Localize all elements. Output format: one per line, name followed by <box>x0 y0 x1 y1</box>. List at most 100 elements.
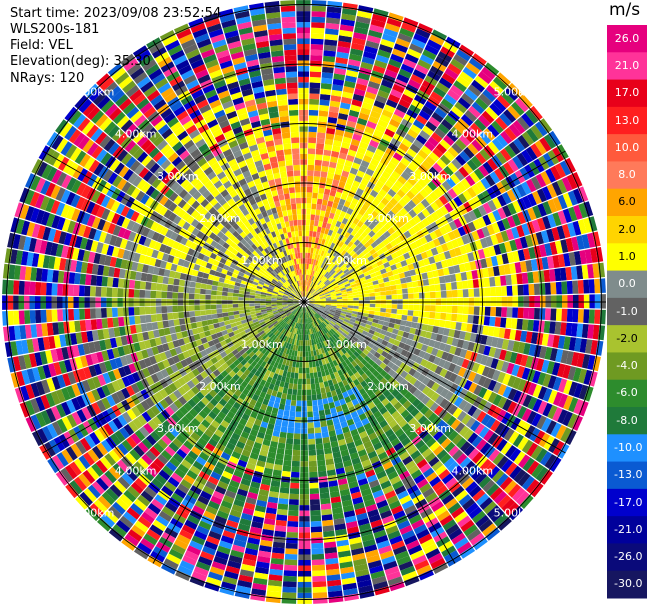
velocity-bin <box>341 354 348 361</box>
velocity-bin <box>361 101 373 111</box>
velocity-bin <box>310 526 323 533</box>
velocity-bin <box>474 118 487 132</box>
velocity-bin <box>353 264 360 271</box>
velocity-bin <box>355 21 370 30</box>
velocity-bin <box>416 134 427 145</box>
velocity-bin <box>327 116 338 124</box>
velocity-bin <box>287 427 295 434</box>
velocity-bin <box>566 174 578 190</box>
velocity-bin <box>539 308 546 320</box>
velocity-bin <box>325 252 330 259</box>
velocity-bin <box>477 114 491 128</box>
velocity-bin <box>360 178 369 186</box>
velocity-bin <box>460 322 468 332</box>
velocity-bin <box>441 493 455 505</box>
velocity-bin <box>309 87 320 94</box>
velocity-bin <box>396 384 405 393</box>
velocity-bin <box>314 259 319 266</box>
velocity-bin <box>447 188 458 199</box>
velocity-bin <box>486 505 501 519</box>
velocity-bin <box>298 549 311 555</box>
velocity-bin <box>512 155 524 170</box>
velocity-bin <box>401 423 411 433</box>
velocity-bin <box>482 89 496 103</box>
velocity-bin <box>547 390 558 404</box>
velocity-bin <box>357 117 368 126</box>
velocity-bin <box>320 275 326 281</box>
velocity-bin <box>335 289 341 293</box>
velocity-bin <box>390 333 398 340</box>
velocity-bin <box>414 153 425 164</box>
velocity-bin <box>210 295 217 300</box>
velocity-bin <box>328 313 334 318</box>
velocity-bin <box>282 415 289 422</box>
velocity-bin <box>396 375 405 384</box>
velocity-bin <box>451 158 463 170</box>
velocity-bin <box>320 335 325 342</box>
velocity-bin <box>351 42 365 51</box>
velocity-bin <box>308 305 313 310</box>
velocity-bin <box>331 304 337 307</box>
velocity-bin <box>371 13 387 23</box>
velocity-bin <box>307 306 311 311</box>
velocity-bin <box>412 69 427 80</box>
velocity-bin <box>463 429 474 441</box>
velocity-bin <box>428 151 440 162</box>
velocity-bin <box>328 195 335 202</box>
velocity-bin <box>35 296 41 309</box>
velocity-bin <box>408 304 414 311</box>
velocity-bin <box>547 199 558 213</box>
velocity-bin <box>381 170 391 180</box>
velocity-bin <box>476 228 485 239</box>
velocity-bin <box>347 64 360 73</box>
velocity-bin <box>352 37 366 46</box>
velocity-bin <box>297 345 301 352</box>
velocity-bin <box>334 232 341 240</box>
velocity-bin <box>519 422 531 436</box>
velocity-bin <box>448 362 457 373</box>
velocity-bin <box>319 94 331 101</box>
velocity-bin <box>428 318 435 326</box>
velocity-bin <box>493 76 508 91</box>
velocity-bin <box>341 205 349 213</box>
velocity-bin <box>564 157 576 174</box>
velocity-bin <box>227 311 234 316</box>
velocity-bin <box>463 212 473 224</box>
velocity-bin <box>371 218 380 226</box>
velocity-bin <box>436 349 444 359</box>
velocity-bin <box>425 548 441 560</box>
velocity-bin <box>456 339 465 349</box>
velocity-bin <box>556 144 569 160</box>
velocity-bin <box>443 150 455 162</box>
velocity-bin <box>318 292 325 296</box>
velocity-bin <box>317 126 327 134</box>
velocity-bin <box>502 205 512 218</box>
velocity-bin <box>304 291 306 297</box>
velocity-bin <box>357 376 365 384</box>
velocity-bin <box>493 327 500 338</box>
velocity-bin <box>78 297 85 308</box>
velocity-bin <box>446 258 454 267</box>
velocity-bin <box>350 138 361 147</box>
velocity-bin <box>374 307 381 312</box>
velocity-bin <box>511 101 525 116</box>
velocity-bin <box>319 283 325 288</box>
velocity-bin <box>309 98 320 105</box>
velocity-bin <box>340 274 346 279</box>
velocity-bin <box>405 321 412 328</box>
velocity-bin <box>456 281 463 290</box>
velocity-bin <box>399 495 412 505</box>
velocity-bin <box>512 213 522 226</box>
velocity-bin <box>476 493 490 506</box>
velocity-bin <box>449 274 457 282</box>
velocity-bin <box>106 297 112 308</box>
velocity-bin <box>310 499 320 506</box>
velocity-bin <box>311 559 325 566</box>
velocity-bin <box>500 230 510 242</box>
velocity-bin <box>161 306 168 314</box>
velocity-bin <box>363 306 370 311</box>
velocity-bin <box>385 242 393 250</box>
velocity-bin <box>451 305 458 314</box>
velocity-bin <box>353 297 359 301</box>
velocity-bin <box>552 407 563 422</box>
